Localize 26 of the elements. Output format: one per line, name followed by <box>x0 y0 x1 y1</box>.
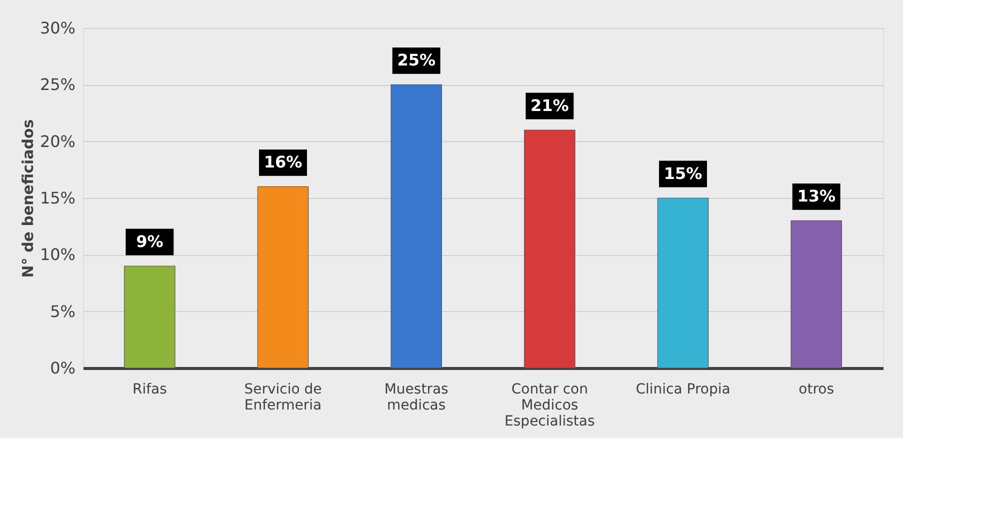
y-tick-label: 15% <box>40 188 76 208</box>
x-tick-label: Muestras medicas <box>384 382 448 414</box>
bar <box>257 186 309 368</box>
y-tick-label: 25% <box>40 75 76 94</box>
data-label: 21% <box>530 96 569 115</box>
y-tick-label: 0% <box>50 358 76 378</box>
x-tick-label: Servicio de Enfermeria <box>244 382 322 414</box>
bar <box>524 130 576 368</box>
x-tick-label: Contar con Medicos Especialistas <box>504 382 595 430</box>
y-tick-label: 20% <box>40 132 76 151</box>
data-label: 25% <box>397 50 436 70</box>
y-axis-title: N° de beneficiados <box>18 119 37 278</box>
data-label: 15% <box>664 164 702 183</box>
bar <box>390 84 442 368</box>
y-tick-label: 10% <box>40 245 76 264</box>
data-label: 13% <box>797 186 836 206</box>
x-tick-label: Clinica Propia <box>636 382 730 398</box>
bar <box>790 220 842 368</box>
x-tick-label: Rifas <box>132 382 167 398</box>
x-tick-label: otros <box>798 382 834 398</box>
data-label: 16% <box>264 152 302 172</box>
data-label: 9% <box>136 232 164 251</box>
bar <box>124 266 176 368</box>
y-tick-label: 30% <box>40 18 76 38</box>
bar <box>657 198 709 368</box>
y-tick-label: 5% <box>50 302 76 321</box>
